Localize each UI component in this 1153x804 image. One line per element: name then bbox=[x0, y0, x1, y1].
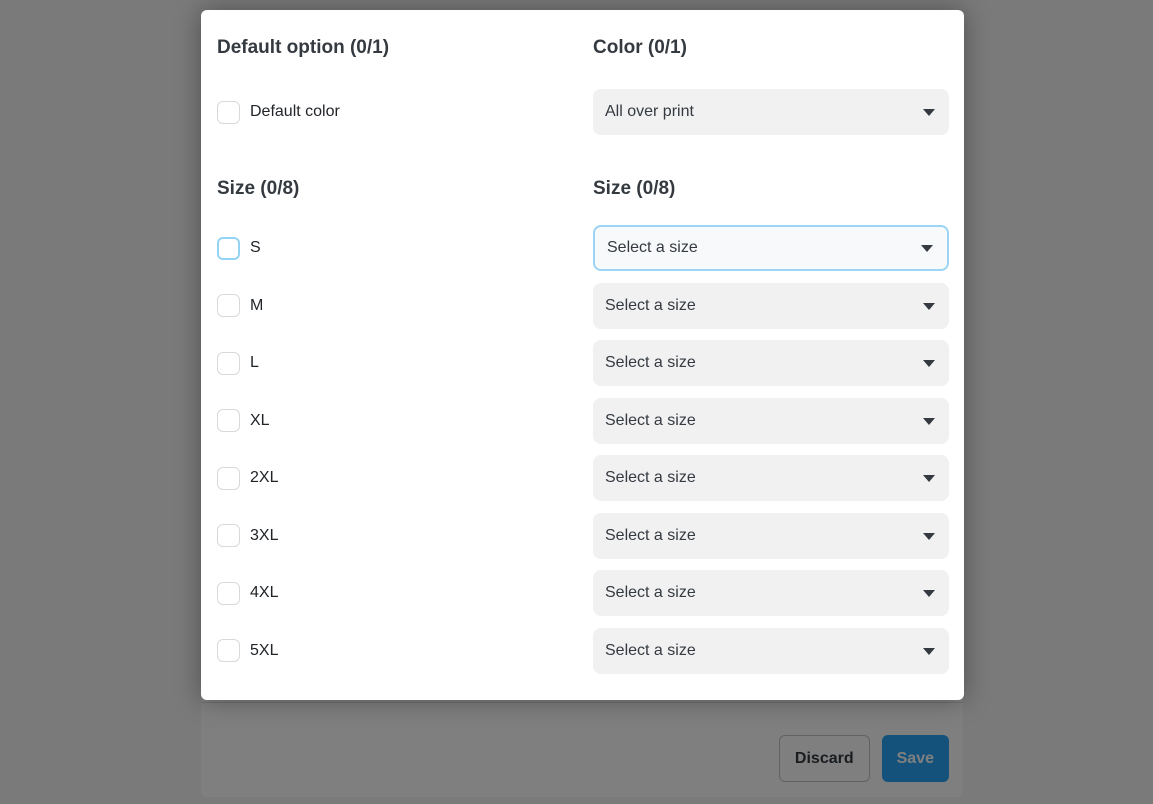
color-select[interactable]: All over print bbox=[593, 89, 949, 135]
checkbox-xl[interactable] bbox=[217, 409, 240, 432]
checkbox-s[interactable] bbox=[217, 236, 240, 260]
chevron-down-icon bbox=[923, 590, 935, 597]
color-heading: Color (0/1) bbox=[593, 37, 687, 58]
chevron-down-icon bbox=[923, 532, 935, 540]
checkbox-4xl[interactable] bbox=[217, 581, 240, 605]
checkbox-3xl[interactable] bbox=[217, 524, 240, 547]
size-heading-left: Size (0/8) bbox=[217, 178, 300, 199]
checkbox-label: M bbox=[250, 296, 264, 314]
size-select-placeholder: Select a size bbox=[605, 296, 696, 314]
checkbox-label: Default color bbox=[250, 103, 340, 120]
size-row: 4XL bbox=[217, 570, 593, 616]
size-row: M bbox=[217, 283, 593, 329]
selects-column: Color (0/1) All over print Size (0/8) Se… bbox=[593, 36, 949, 685]
size-select-5[interactable]: Select a size bbox=[593, 455, 949, 501]
dialog-columns: Default option (0/1) Default color Size … bbox=[217, 36, 949, 685]
checkbox-label: 4XL bbox=[250, 584, 279, 601]
options-dialog: Default option (0/1) Default color Size … bbox=[201, 10, 964, 700]
size-row: 2XL bbox=[217, 455, 593, 501]
checkbox-label: XL bbox=[250, 411, 270, 429]
size-select-placeholder: Select a size bbox=[605, 526, 696, 544]
chevron-down-icon bbox=[923, 647, 935, 655]
chevron-down-icon bbox=[923, 475, 935, 482]
size-select-2[interactable]: Select a size bbox=[593, 282, 949, 329]
size-row: S bbox=[217, 225, 593, 271]
size-select-placeholder: Select a size bbox=[605, 354, 696, 371]
default-color-row: Default color bbox=[217, 89, 593, 135]
size-row: 3XL bbox=[217, 513, 593, 559]
size-select-8[interactable]: Select a size bbox=[593, 627, 949, 674]
checkbox-label: 3XL bbox=[250, 526, 279, 544]
checkbox-label: S bbox=[250, 239, 261, 256]
checkbox-m[interactable] bbox=[217, 294, 240, 317]
size-select-placeholder: Select a size bbox=[605, 641, 696, 659]
size-select-3[interactable]: Select a size bbox=[593, 340, 949, 386]
size-select-placeholder: Select a size bbox=[607, 239, 698, 256]
size-select-4[interactable]: Select a size bbox=[593, 397, 949, 444]
chevron-down-icon bbox=[923, 360, 935, 367]
checkbox-l[interactable] bbox=[217, 351, 240, 375]
size-select-placeholder: Select a size bbox=[605, 411, 696, 429]
chevron-down-icon bbox=[923, 109, 935, 116]
size-select-6[interactable]: Select a size bbox=[593, 512, 949, 559]
size-select-placeholder: Select a size bbox=[605, 469, 696, 486]
checkbox-5xl[interactable] bbox=[217, 639, 240, 662]
default-option-heading: Default option (0/1) bbox=[217, 37, 390, 58]
checkbox-label: 2XL bbox=[250, 469, 279, 486]
chevron-down-icon bbox=[923, 302, 935, 310]
options-column: Default option (0/1) Default color Size … bbox=[217, 36, 593, 685]
chevron-down-icon bbox=[921, 245, 933, 252]
color-select-value: All over print bbox=[605, 103, 694, 120]
checkbox-label: L bbox=[250, 354, 259, 371]
checkbox-2xl[interactable] bbox=[217, 466, 240, 490]
size-row: XL bbox=[217, 398, 593, 444]
size-row: L bbox=[217, 340, 593, 386]
checkbox-label: 5XL bbox=[250, 641, 279, 659]
size-heading-right: Size (0/8) bbox=[593, 178, 676, 199]
size-select-placeholder: Select a size bbox=[605, 584, 696, 601]
size-row: 5XL bbox=[217, 628, 593, 674]
chevron-down-icon bbox=[923, 417, 935, 425]
checkbox-default-color[interactable] bbox=[217, 100, 240, 124]
size-select-7[interactable]: Select a size bbox=[593, 570, 949, 616]
size-select-1[interactable]: Select a size bbox=[593, 225, 949, 271]
